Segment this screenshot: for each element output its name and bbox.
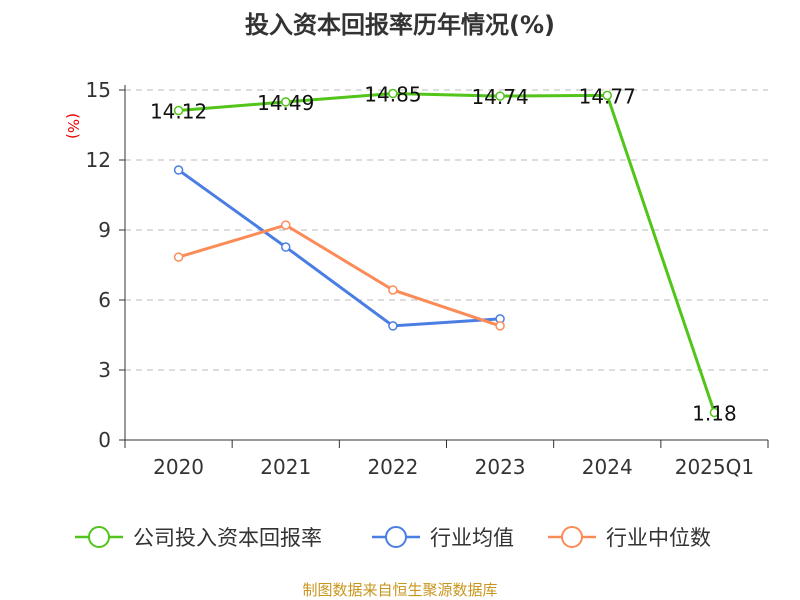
data-label: 14.49 — [257, 91, 314, 115]
x-tick-label: 2021 — [260, 455, 311, 479]
x-tick-label: 2024 — [582, 455, 633, 479]
data-point — [388, 321, 398, 331]
data-point — [495, 321, 505, 331]
x-tick-label: 2025Q1 — [675, 455, 754, 479]
legend-label: 行业均值 — [430, 526, 514, 550]
data-point — [281, 97, 291, 107]
data-point — [388, 88, 398, 99]
y-tick-label: 6 — [98, 288, 111, 312]
data-point — [495, 91, 505, 101]
series-line-2 — [178, 223, 501, 328]
data-label: 14.74 — [471, 85, 528, 109]
data-point — [388, 285, 398, 295]
y-tick-label: 3 — [98, 358, 111, 382]
legend-marker — [385, 526, 407, 548]
footer-source: 制图数据来自恒生聚源数据库 — [302, 581, 497, 599]
y-tick-label: 9 — [98, 218, 111, 242]
legend-marker — [561, 526, 583, 548]
data-label: 14.85 — [364, 83, 421, 107]
legend-marker — [88, 526, 110, 548]
data-point — [173, 252, 184, 262]
x-tick-label: 2020 — [153, 455, 204, 479]
data-point — [173, 165, 184, 175]
x-tick-label: 2022 — [367, 455, 418, 479]
data-point — [173, 105, 184, 116]
series-line-0 — [178, 91, 716, 413]
series-line-1 — [177, 168, 501, 328]
data-point — [281, 220, 291, 230]
data-label: 14.12 — [150, 100, 207, 124]
y-tick-label: 0 — [98, 428, 111, 452]
y-tick-label: 12 — [86, 148, 111, 172]
x-tick-label: 2023 — [475, 455, 526, 479]
data-label: 1.18 — [692, 401, 737, 425]
data-point — [281, 242, 291, 252]
y-tick-label: 15 — [86, 78, 111, 102]
y-axis-label: (%) — [64, 113, 82, 139]
legend-label: 公司投入资本回报率 — [133, 526, 322, 550]
data-label: 14.77 — [579, 84, 636, 108]
data-point — [709, 407, 720, 418]
legend-label: 行业中位数 — [606, 526, 711, 550]
chart-title: 投入资本回报率历年情况(%) — [245, 11, 555, 39]
data-point — [602, 90, 612, 101]
